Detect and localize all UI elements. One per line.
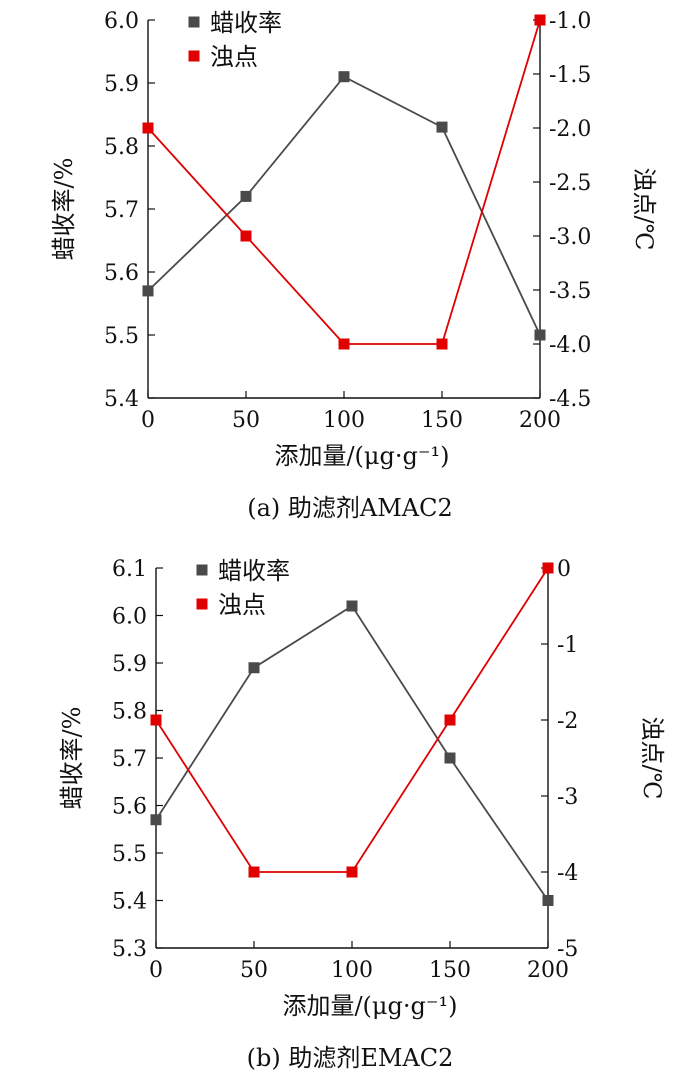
- series-line-1: [155, 567, 549, 873]
- x-tick-label: 200: [519, 408, 561, 433]
- legend-label: 浊点: [210, 43, 258, 71]
- y-left-tick-label: 5.4: [104, 387, 139, 412]
- x-axis-title: 添加量/(μg·g⁻¹): [274, 442, 449, 470]
- y-left-tick-label: 5.7: [112, 747, 147, 772]
- chart-b: 0 50 100 150 200 5.3 5.4 5.5 5.6 5.7 5.8 5.9 6.0 6.1 -…: [58, 557, 666, 1072]
- y-right-tick-label: -1: [557, 633, 578, 658]
- x-tick-label: 0: [149, 958, 163, 983]
- x-tick-label: 150: [421, 408, 463, 433]
- series-1-point: [534, 14, 546, 26]
- legend-marker: [196, 564, 208, 576]
- y-right-tick-label: -2.5: [549, 171, 591, 196]
- series-1-point: [542, 562, 554, 574]
- y-left-tick-label: 5.3: [112, 937, 147, 962]
- series-0-point: [542, 895, 554, 906]
- x-tick-label: 0: [141, 408, 155, 433]
- y-right-tick-label: -3.5: [549, 279, 591, 304]
- y-right-axis-title: 浊点/℃: [630, 168, 658, 251]
- chart-a: 0 50 100 150 200 5.4 5.5 5.6 5.7 5.8 5.9 6.0 -4.5 -4.…: [50, 9, 658, 522]
- legend-marker: [196, 598, 208, 610]
- y-left-tick-label: 5.8: [104, 135, 139, 160]
- y-left-tick-label: 5.6: [104, 261, 139, 286]
- series-1-point: [240, 230, 252, 242]
- y-right-tick-label: -4.5: [549, 387, 591, 412]
- y-right-tick-label: -2: [557, 709, 578, 734]
- series-0-point: [338, 71, 350, 83]
- y-left-tick-label: 6.0: [112, 605, 147, 630]
- y-left-tick-label: 5.9: [112, 652, 147, 677]
- series-0-point: [240, 190, 252, 202]
- y-left-axis-title: 蜡收率/%: [58, 707, 86, 810]
- y-left-tick-label: 6.1: [112, 557, 147, 582]
- y-right-tick-label: -5: [557, 937, 578, 962]
- series-1-point: [338, 338, 350, 350]
- x-tick-label: 200: [527, 958, 569, 983]
- legend-label: 蜡收率: [210, 9, 282, 37]
- y-left-axis-title: 蜡收率/%: [50, 158, 78, 261]
- y-right-tick-label: -3: [557, 785, 578, 810]
- y-left-tick-label: 5.8: [112, 700, 147, 725]
- y-right-tick-label: -2.0: [549, 117, 591, 142]
- series-line-0: [147, 75, 541, 336]
- y-left-tick-label: 5.7: [104, 198, 139, 223]
- y-right-tick-label: -4: [557, 861, 578, 886]
- y-left-tick-label: 5.5: [104, 324, 139, 349]
- series-0-point: [142, 285, 154, 297]
- y-right-tick-label: -4.0: [549, 333, 591, 358]
- x-tick-label: 100: [331, 958, 373, 983]
- series-1-point: [346, 866, 358, 878]
- series-0-point: [346, 600, 358, 612]
- y-right-axis-title: 浊点/℃: [638, 717, 666, 800]
- figure-caption: (a) 助滤剂AMAC2: [247, 494, 453, 522]
- series-1-point: [436, 338, 448, 350]
- series-0-point: [248, 662, 260, 674]
- y-left-tick-label: 5.9: [104, 72, 139, 97]
- series-0-point: [534, 329, 546, 341]
- y-right-tick-label: -1.5: [549, 63, 591, 88]
- legend-marker: [188, 16, 200, 28]
- series-0-point: [436, 121, 448, 133]
- x-tick-label: 150: [429, 958, 471, 983]
- series-1-point: [150, 714, 162, 726]
- y-left-tick-label: 5.4: [112, 890, 147, 915]
- y-right-tick-label: -1.0: [549, 9, 591, 34]
- legend-marker: [188, 50, 200, 62]
- series-1-point: [248, 866, 260, 878]
- y-left-tick-label: 5.6: [112, 795, 147, 820]
- series-line-0: [155, 604, 549, 902]
- series-0-point: [444, 752, 456, 764]
- x-tick-label: 50: [232, 408, 260, 433]
- x-axis-title: 添加量/(μg·g⁻¹): [282, 992, 457, 1020]
- x-tick-label: 100: [323, 408, 365, 433]
- y-left-tick-label: 6.0: [104, 9, 139, 34]
- y-right-tick-label: 0: [557, 557, 571, 582]
- y-left-tick-label: 5.5: [112, 842, 147, 867]
- legend-label: 浊点: [218, 591, 266, 619]
- y-right-tick-label: -3.0: [549, 225, 591, 250]
- legend-label: 蜡收率: [218, 557, 290, 585]
- series-0-point: [150, 814, 162, 826]
- figure-caption: (b) 助滤剂EMAC2: [247, 1044, 454, 1072]
- series-1-point: [142, 122, 154, 134]
- series-line-1: [147, 19, 541, 345]
- series-1-point: [444, 714, 456, 726]
- x-tick-label: 50: [240, 958, 268, 983]
